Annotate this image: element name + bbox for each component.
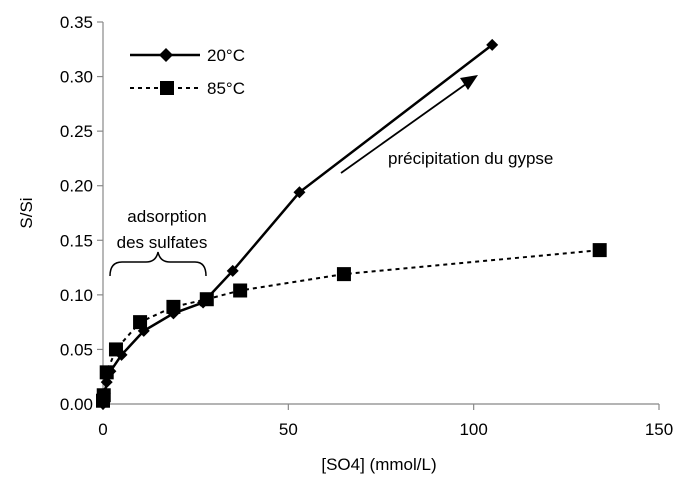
data-point-square [133,315,148,330]
data-point-square [199,292,214,307]
data-point-diamond [486,38,499,51]
legend-square-marker [160,81,174,95]
annotations: précipitation du gypse adsorption des su… [109,75,553,277]
x-tick-label: 0 [98,420,107,439]
data-point-diamond [226,264,239,277]
x-tick-label: 150 [645,420,673,439]
y-tick-label: 0.30 [60,68,93,87]
y-tick-label: 0.25 [60,122,93,141]
annotation-brace [109,251,207,277]
y-tick-label: 0.00 [60,395,93,414]
axes: 0.00 0.05 0.10 0.15 0.20 0.25 0.30 0.35 0 50 100 15… [17,13,673,474]
data-point-square [166,299,181,314]
y-tick-label: 0.05 [60,340,93,359]
series-line-85c [102,249,600,401]
x-axis-title: [SO4] (mmol/L) [321,455,436,474]
y-axis-title: S/Si [17,197,36,228]
data-point-diamond [293,186,306,199]
annotation-arrow-head [460,75,478,90]
data-point-square [233,283,248,298]
legend-label-20c: 20°C [207,46,245,65]
data-point-square [96,388,111,403]
y-tick-label: 0.15 [60,231,93,250]
data-point-square [592,243,607,258]
data-point-square [108,342,123,357]
x-tick-label: 100 [459,420,487,439]
annotation-adsorption-line1: adsorption [127,207,206,226]
annotation-adsorption-line2: des sulfates [117,233,208,252]
y-tick-label: 0.10 [60,286,93,305]
x-tick-label: 50 [279,420,298,439]
data-point-square [336,267,351,282]
annotation-arrow-line [340,83,467,174]
data-point-square [99,365,114,380]
y-tick-label: 0.20 [60,177,93,196]
legend-label-85c: 85°C [207,79,245,98]
series-layer [96,38,607,410]
legend: 20°C 85°C [130,46,245,98]
legend-diamond-marker [159,48,173,62]
y-tick-label: 0.35 [60,13,93,32]
annotation-gypsum: précipitation du gypse [388,149,553,168]
